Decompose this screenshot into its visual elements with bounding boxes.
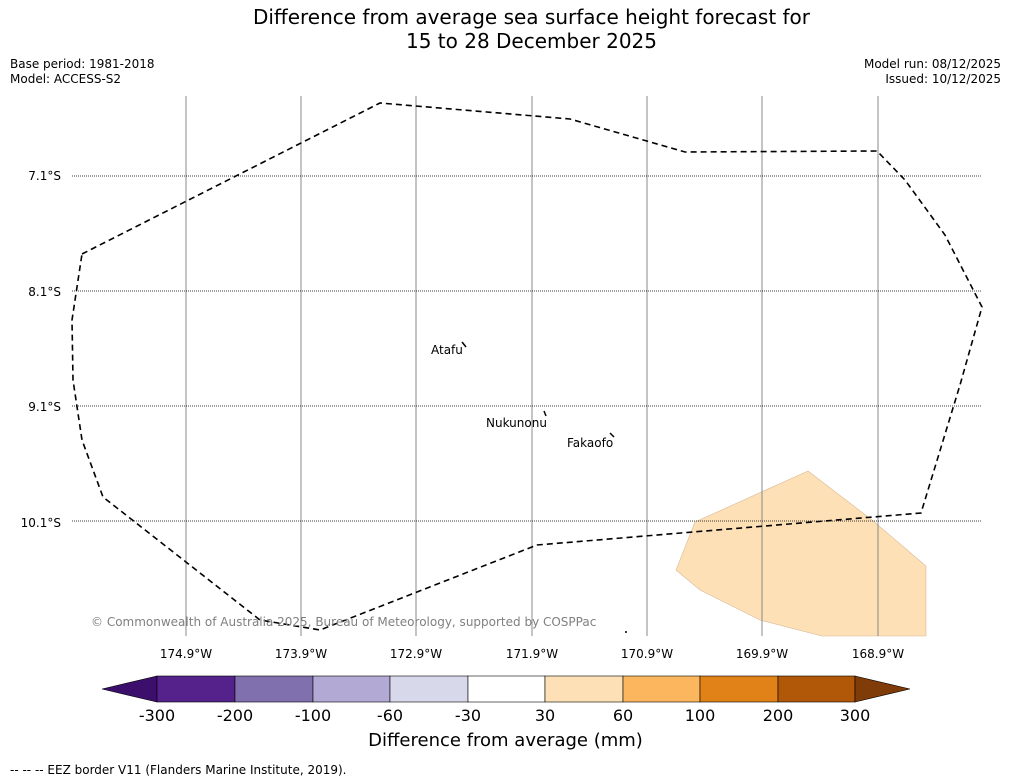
place-label-fakaofo: Fakaofo: [567, 436, 613, 450]
colorbar-title: Difference from average (mm): [368, 730, 643, 751]
colorbar-tick: -200: [217, 706, 253, 725]
colorbar-cell: [467, 675, 546, 703]
lat-label: 7.1°S: [28, 169, 61, 183]
lon-label: 168.9°W: [852, 647, 904, 661]
colorbar-tick: 60: [613, 706, 633, 725]
eez-legend-note: -- -- -- EEZ border V11 (Flanders Marine…: [10, 763, 347, 777]
lon-label: 170.9°W: [621, 647, 673, 661]
lat-label: 8.1°S: [28, 285, 61, 299]
map-title: Difference from average sea surface heig…: [0, 5, 1011, 53]
colorbar-tick: 30: [535, 706, 555, 725]
island-marker: [625, 631, 627, 633]
island-fakaofo-shape: [609, 432, 615, 438]
island-nukunonu-shape: [543, 410, 547, 417]
title-line-2: 15 to 28 December 2025: [405, 29, 657, 53]
lat-label: 10.1°S: [21, 516, 61, 530]
colorbar-cell: [234, 675, 314, 703]
colorbar-cell: [854, 675, 911, 703]
colorbar-tick: -100: [295, 706, 331, 725]
colorbar-cell: [156, 675, 236, 703]
colorbar-cell: [699, 675, 779, 703]
lon-label: 172.9°W: [390, 647, 442, 661]
meridian-lines: [185, 96, 879, 636]
anomaly-region: [675, 470, 927, 637]
colorbar-cell: [544, 675, 624, 703]
model-run: Model run: 08/12/2025: [863, 57, 1001, 71]
colorbar-cell: [389, 675, 469, 703]
copyright-notice: © Commonwealth of Australia 2025, Bureau…: [91, 615, 596, 629]
colorbar-cell: [312, 675, 391, 703]
lon-label: 173.9°W: [275, 647, 327, 661]
colorbar-cell: [622, 675, 701, 703]
issued-date: Issued: 10/12/2025: [885, 72, 1001, 86]
title-line-1: Difference from average sea surface heig…: [252, 5, 811, 29]
parallel-lines: [72, 175, 982, 522]
lon-label: 169.9°W: [736, 647, 788, 661]
island-atafu-shape: [461, 341, 467, 348]
meta-left: Base period: 1981-2018 Model: ACCESS-S2: [10, 57, 155, 87]
lon-label: 174.9°W: [160, 647, 212, 661]
colorbar-cell: [777, 675, 856, 703]
place-label-atafu: Atafu: [431, 343, 463, 357]
place-label-nukunonu: Nukunonu: [486, 416, 547, 430]
colorbar-tick: 200: [763, 706, 794, 725]
longitude-labels: 174.9°W 173.9°W 172.9°W 171.9°W 170.9°W …: [160, 647, 904, 661]
colorbar-tick: -60: [377, 706, 403, 725]
colorbar-tick: 100: [685, 706, 716, 725]
latitude-labels: 7.1°S 8.1°S 9.1°S 10.1°S: [21, 169, 61, 530]
meta-right: Model run: 08/12/2025 Issued: 10/12/2025: [864, 57, 1001, 87]
colorbar-tick: -300: [139, 706, 175, 725]
colorbar-tick: -30: [455, 706, 481, 725]
colorbar-cell: [101, 675, 158, 703]
eez-border: [71, 102, 983, 631]
lat-label: 9.1°S: [28, 400, 61, 414]
model-name: Model: ACCESS-S2: [10, 72, 122, 86]
lon-label: 171.9°W: [506, 647, 558, 661]
colorbar-ticks: -300 -200 -100 -60 -30 30 60 100 200 300: [139, 706, 870, 725]
colorbar: [101, 675, 911, 703]
colorbar-tick: 300: [840, 706, 871, 725]
base-period: Base period: 1981-2018: [10, 57, 155, 71]
